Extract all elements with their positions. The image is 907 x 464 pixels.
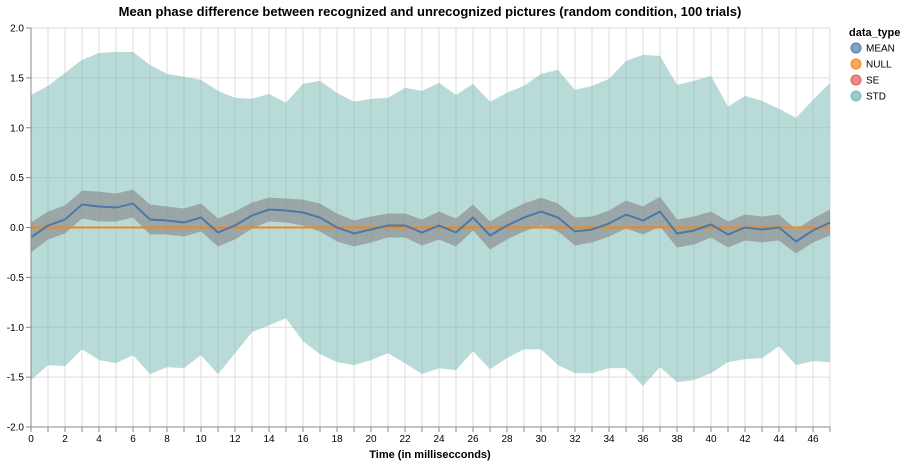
x-tick-label: 44	[773, 434, 785, 445]
x-tick-label: 22	[399, 434, 411, 445]
y-tick-label: -0.5	[7, 273, 25, 284]
x-tick-label: 14	[263, 434, 275, 445]
x-tick-label: 16	[297, 434, 309, 445]
x-tick-label: 34	[603, 434, 615, 445]
x-tick-label: 6	[130, 434, 136, 445]
x-tick-label: 42	[739, 434, 751, 445]
x-tick-label: 40	[705, 434, 717, 445]
y-axis-tick-labels: -2.0 -1.5 -1.0 -0.5 0.0 0.5 1.0 1.5 2.0	[7, 24, 25, 434]
x-tick-label: 36	[637, 434, 649, 445]
x-tick-label: 12	[229, 434, 241, 445]
legend-swatch-mean	[850, 42, 862, 54]
legend-label-mean: MEAN	[866, 44, 895, 55]
x-tick-label: 30	[535, 434, 547, 445]
y-tick-label: 0.5	[10, 173, 24, 184]
mean-line	[30, 202, 831, 243]
x-tick-label: 0	[28, 434, 34, 445]
mean-line-layer	[30, 202, 831, 243]
legend-swatch-std	[850, 90, 862, 102]
x-tick-label: 26	[467, 434, 479, 445]
legend-title: data_type	[849, 27, 900, 39]
x-tick-label: 38	[671, 434, 683, 445]
x-tick-label: 8	[164, 434, 170, 445]
x-tick-label: 4	[96, 434, 102, 445]
se-area	[31, 189, 830, 254]
y-tick-label: -1.5	[7, 373, 25, 384]
x-tick-label: 46	[807, 434, 819, 445]
legend-swatch-se	[850, 74, 862, 86]
x-tick-label: 18	[331, 434, 343, 445]
x-tick-label: 28	[501, 434, 513, 445]
y-tick-label: -2.0	[7, 423, 25, 434]
x-axis-tick-labels: 0 2 4 6 8 10 12 14 16 18 20 22 24 26 28 30 32 34 36 38 40 42 4…	[28, 434, 819, 445]
x-tick-label: 32	[569, 434, 581, 445]
x-axis-title: Time (in millisecconds)	[369, 449, 491, 461]
chart-title: Mean phase difference between recognized…	[119, 4, 742, 19]
axes	[26, 27, 831, 432]
legend: data_type MEAN NULL SE STD	[849, 27, 900, 103]
se-area-layer	[31, 189, 830, 254]
y-tick-label: 1.5	[10, 73, 24, 84]
legend-label-se: SE	[866, 76, 880, 87]
x-tick-label: 2	[62, 434, 68, 445]
x-tick-label: 24	[433, 434, 445, 445]
x-tick-label: 10	[195, 434, 207, 445]
legend-swatch-null	[850, 58, 862, 70]
y-tick-label: -1.0	[7, 323, 25, 334]
y-tick-label: 0.0	[10, 223, 24, 234]
y-tick-label: 2.0	[10, 24, 24, 35]
legend-label-null: NULL	[866, 60, 892, 71]
y-tick-label: 1.0	[10, 123, 24, 134]
legend-label-std: STD	[866, 92, 886, 103]
x-tick-label: 20	[365, 434, 377, 445]
